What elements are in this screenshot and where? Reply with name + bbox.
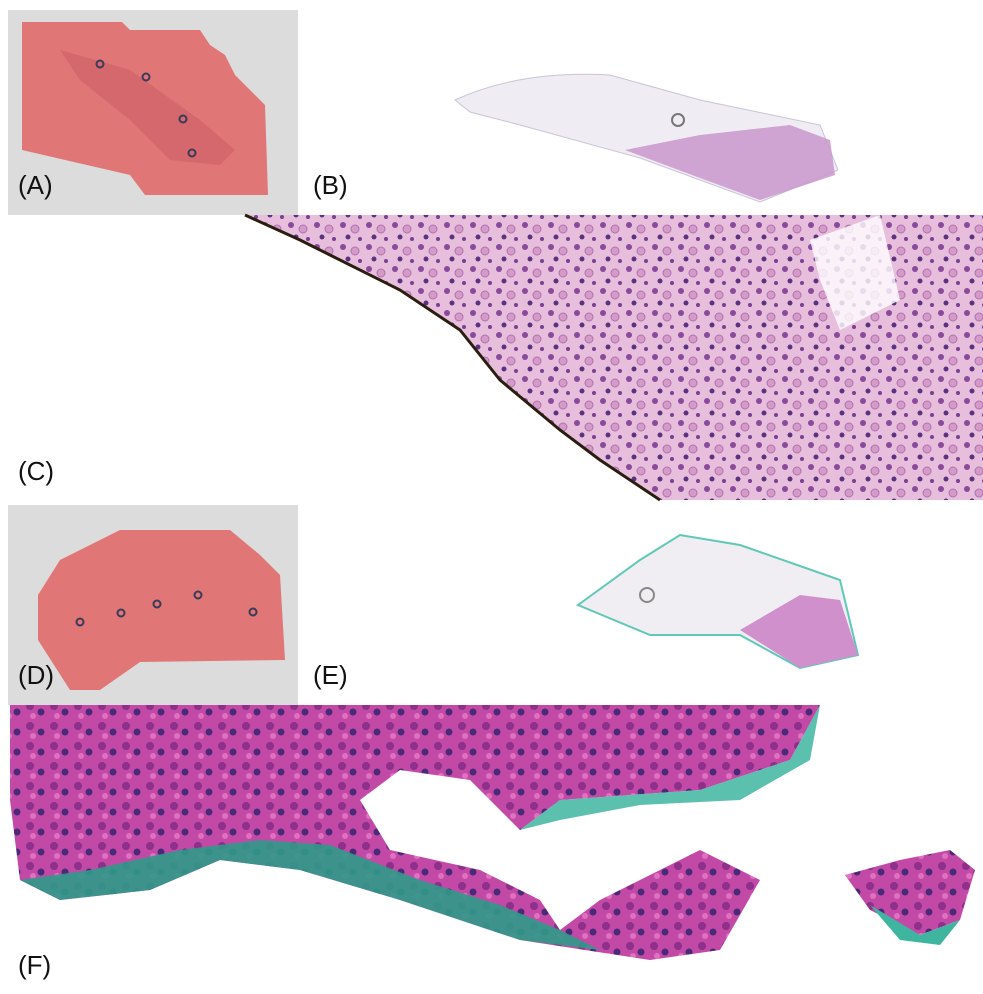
panel-e: (E)	[313, 535, 858, 690]
panel-b: (B)	[313, 74, 838, 202]
panel-label: (E)	[313, 660, 348, 690]
panel-label: (A)	[18, 170, 53, 200]
figure: (A) (B) (C) (D) (E) (F)	[0, 0, 983, 994]
panel-c: (C)	[18, 215, 983, 500]
panel-d: (D)	[8, 505, 298, 705]
panel-f: (F)	[10, 705, 975, 980]
panel-label: (F)	[18, 950, 51, 980]
panel-label: (B)	[313, 170, 348, 200]
panel-a: (A)	[8, 10, 298, 215]
panel-label: (C)	[18, 456, 54, 486]
panel-label: (D)	[18, 660, 54, 690]
